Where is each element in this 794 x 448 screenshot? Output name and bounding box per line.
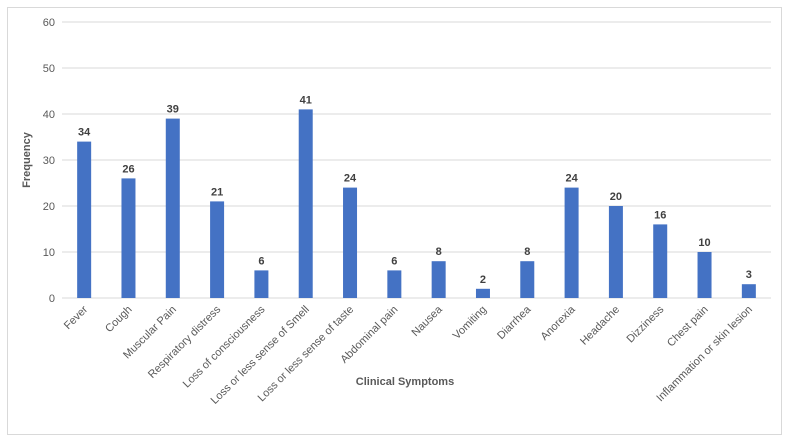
bar: [653, 224, 668, 298]
data-label: 20: [610, 191, 622, 203]
bar: [210, 201, 225, 298]
x-tick-label: Diarrhea: [495, 303, 534, 342]
x-tick-label: Fever: [62, 303, 91, 332]
x-tick-label: Inflammation or skin lesion: [654, 304, 755, 405]
y-tick-label: 20: [43, 201, 55, 213]
x-tick-label: Loss of consciousness: [181, 303, 268, 390]
bar: [697, 252, 712, 298]
data-label: 16: [654, 209, 666, 221]
gridlines: [62, 21, 771, 253]
data-label: 21: [211, 186, 223, 198]
x-tick-label: Vomiting: [451, 304, 489, 342]
y-tick-label: 40: [43, 109, 55, 121]
data-label: 41: [300, 94, 312, 106]
bar: [298, 109, 313, 299]
data-label: 26: [122, 163, 134, 175]
data-label: 2: [480, 274, 486, 286]
bar: [165, 118, 180, 298]
y-tick-label: 30: [43, 155, 55, 167]
bar: [343, 187, 358, 298]
bar: [387, 270, 402, 298]
data-label: 10: [698, 237, 710, 249]
data-label: 8: [436, 246, 442, 258]
bar: [431, 261, 446, 298]
x-tick-label: Anorexia: [539, 303, 579, 343]
data-label: 6: [391, 255, 397, 267]
bar: [77, 141, 92, 298]
x-tick-label: Chest pain: [665, 304, 711, 350]
y-tick-label: 0: [49, 293, 55, 305]
bars: [77, 109, 756, 299]
data-label: 34: [78, 127, 91, 139]
bar: [608, 206, 623, 298]
bar: [741, 284, 756, 298]
x-tick-label: Cough: [103, 304, 134, 335]
x-axis-title: Clinical Symptoms: [356, 376, 454, 388]
x-tick-label: Respiratory distress: [146, 303, 224, 381]
data-label: 24: [565, 173, 578, 185]
bar: [254, 270, 269, 298]
data-label: 39: [167, 104, 179, 116]
y-axis-title: Frequency: [21, 131, 33, 188]
bar: [121, 178, 136, 298]
y-axis-ticks: 0 10 20 30 40 50 60: [43, 17, 55, 305]
data-label: 8: [524, 246, 530, 258]
x-tick-label: Headache: [578, 304, 622, 348]
data-label: 6: [258, 255, 264, 267]
chart-frame: [7, 7, 782, 435]
y-tick-label: 60: [43, 17, 55, 29]
x-tick-label: Dizziness: [625, 303, 667, 345]
data-label: 3: [746, 269, 752, 281]
bar: [475, 288, 490, 298]
y-tick-label: 50: [43, 63, 55, 75]
bar: [520, 261, 535, 298]
x-tick-label: Nausea: [409, 303, 445, 339]
data-label: 24: [344, 173, 357, 185]
bar: [564, 187, 579, 298]
y-tick-label: 10: [43, 247, 55, 259]
